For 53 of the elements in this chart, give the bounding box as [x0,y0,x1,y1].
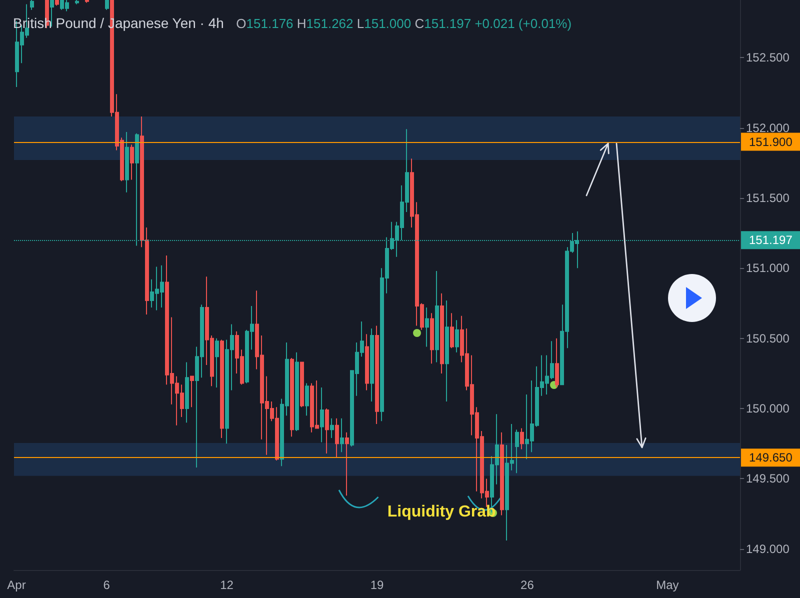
y-tick-label: 151.000 [746,261,790,276]
y-tick-label: 152.000 [746,120,790,135]
y-tick-label: 150.500 [746,331,790,346]
candlestick [130,144,134,180]
candlestick [30,0,34,10]
x-tick-label: Apr [7,578,26,592]
x-tick-label: 19 [370,578,384,592]
candlestick [320,386,324,443]
candlestick [445,300,449,402]
y-tick-label: 149.000 [746,542,790,556]
ref-line-label: 151.900 [749,134,793,149]
y-tick-label: 149.500 [746,472,790,486]
y-tick-label: 152.500 [746,50,790,65]
candlestick [290,358,294,438]
candlestick [85,0,89,4]
x-tick-label: 12 [220,578,234,592]
candlestick [365,334,369,391]
candlestick [425,306,429,348]
candlestick [125,131,129,193]
x-tick-label: May [656,578,679,592]
candlestick [305,382,309,416]
candlestick [555,338,559,388]
candlestick [435,270,439,363]
y-tick-label: 150.000 [746,402,790,416]
candlestick [430,312,434,364]
candlestick [515,429,519,474]
candlestick [215,338,219,388]
candlestick [190,376,194,408]
ref-line-label: 151.197 [749,233,793,248]
x-tick-label: 6 [103,578,110,592]
y-tick-label: 151.500 [746,190,790,205]
candlestick [300,362,304,408]
candlestick [330,418,334,439]
candlestick [325,408,329,454]
candlestick [375,325,379,424]
candlestick [520,428,524,450]
candlestick [185,362,189,424]
candlestick [370,328,374,402]
candlestick [455,320,459,353]
text: O151.176 H151.262 L151.000 C151.197 +0.021 (+0.01%) [236,16,572,31]
candlestick [500,432,504,516]
candlestick [220,339,224,439]
candlestick [345,432,349,496]
ref-line-label: 149.650 [749,450,793,465]
candlestick [75,0,79,5]
candlestick [450,312,454,349]
candlestick [440,292,444,374]
x-tick-label: 26 [520,578,534,592]
candlestick [335,418,339,458]
candlestick [105,0,109,10]
candlestick [55,0,59,6]
candlestick [295,352,299,432]
candlestick [340,418,344,453]
